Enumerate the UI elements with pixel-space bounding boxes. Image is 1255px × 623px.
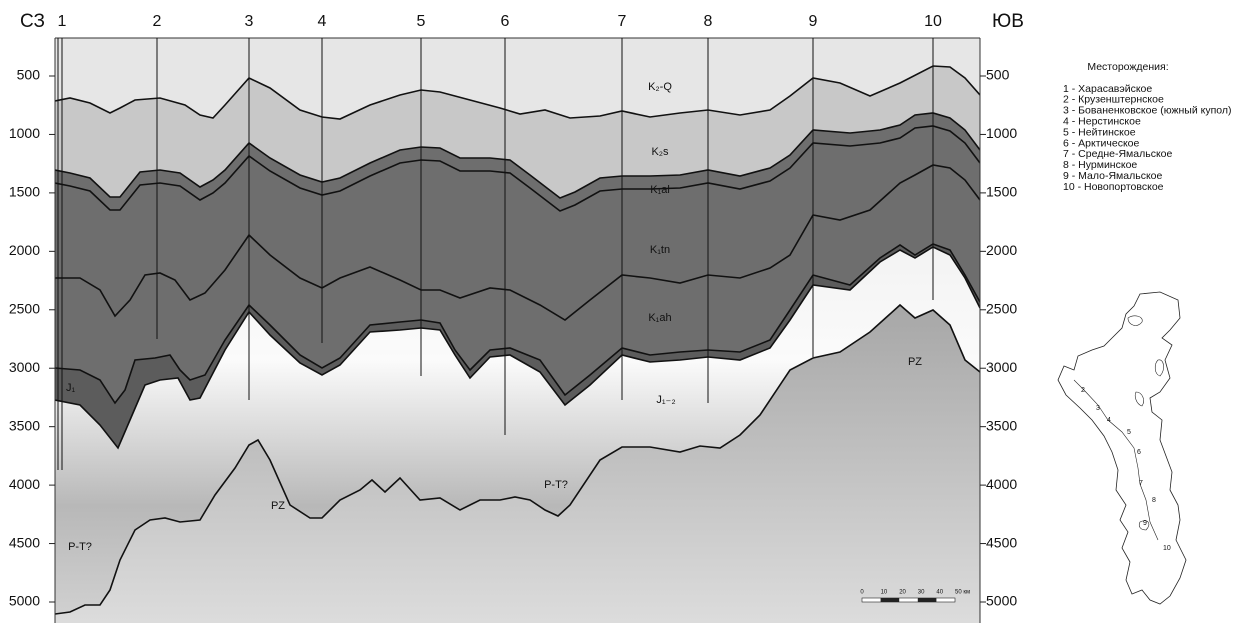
map-label: 6 <box>1137 449 1141 456</box>
depth-tick-label: 1500 <box>9 184 40 200</box>
depth-tick-label: 1500 <box>986 184 1017 200</box>
layer-label: K₂-Q <box>648 81 672 93</box>
legend-title: Месторождения: <box>1087 61 1168 73</box>
scale-label: 50 км <box>955 590 970 596</box>
depth-tick-label: 4000 <box>9 476 40 492</box>
layer-label: K₂s <box>651 146 669 158</box>
map-label: 3 <box>1096 405 1100 412</box>
well-label: 4 <box>318 13 327 30</box>
depth-tick-label: 5000 <box>986 593 1017 609</box>
layer-label: J₁ <box>66 382 76 394</box>
layer-label: P-T? <box>68 541 92 553</box>
map-label: 8 <box>1152 497 1156 504</box>
depth-tick-label: 4500 <box>986 534 1017 550</box>
depth-tick-label: 3000 <box>9 359 40 375</box>
depth-tick-label: 4500 <box>9 534 40 550</box>
depth-tick-label: 3500 <box>986 417 1017 433</box>
depth-tick-label: 2500 <box>9 300 40 316</box>
direction-left: СЗ <box>20 11 45 32</box>
depth-tick-label: 1000 <box>986 125 1017 141</box>
layer-label: P-T? <box>544 479 568 491</box>
scale-label: 40 <box>936 590 943 596</box>
scale-segment <box>881 598 900 602</box>
depth-tick-label: 2000 <box>986 242 1017 258</box>
scale-label: 10 <box>881 590 888 596</box>
well-label: 3 <box>245 13 254 30</box>
map-label: 5 <box>1127 429 1131 436</box>
direction-right: ЮВ <box>992 11 1024 32</box>
depth-tick-label: 1000 <box>9 125 40 141</box>
map-label: 2 <box>1081 387 1085 394</box>
well-label: 10 <box>924 13 942 30</box>
depth-tick-label: 2500 <box>986 300 1017 316</box>
map-label: 10 <box>1163 545 1171 552</box>
well-label: 2 <box>153 13 162 30</box>
layer-label: PZ <box>908 356 922 368</box>
well-label: 7 <box>618 13 627 30</box>
legend-item: 10 - Новопортовское <box>1063 181 1164 193</box>
map-label: 4 <box>1107 417 1111 424</box>
scale-frame <box>862 598 955 602</box>
layer-label: J₁₋₂ <box>656 394 675 406</box>
location-map: 2 34 5 6 7 8 9 10 <box>1058 292 1186 604</box>
layer-label: K₁ah <box>648 312 671 324</box>
page: СЗ ЮВ 12345678910 5005001000100015001500… <box>0 0 1255 623</box>
layer-label: PZ <box>271 500 285 512</box>
scale-label: 30 <box>918 590 925 596</box>
map-label: 9 <box>1143 520 1147 527</box>
well-label: 9 <box>809 13 818 30</box>
peninsula-outline <box>1058 292 1186 604</box>
layer-label: K₁al <box>650 184 670 196</box>
well-label: 5 <box>417 13 426 30</box>
depth-tick-label: 500 <box>986 67 1010 83</box>
scale-segment <box>918 598 937 602</box>
depth-tick-label: 5000 <box>9 593 40 609</box>
scale-label: 20 <box>899 590 906 596</box>
well-label: 6 <box>501 13 510 30</box>
well-label: 1 <box>58 13 67 30</box>
depth-tick-label: 4000 <box>986 476 1017 492</box>
depth-tick-label: 3500 <box>9 417 40 433</box>
depth-tick-label: 3000 <box>986 359 1017 375</box>
depth-tick-label: 2000 <box>9 242 40 258</box>
layer-label: K₁tn <box>650 244 670 256</box>
map-label: 7 <box>1139 480 1143 487</box>
well-label: 8 <box>704 13 713 30</box>
depth-tick-label: 500 <box>17 67 41 83</box>
